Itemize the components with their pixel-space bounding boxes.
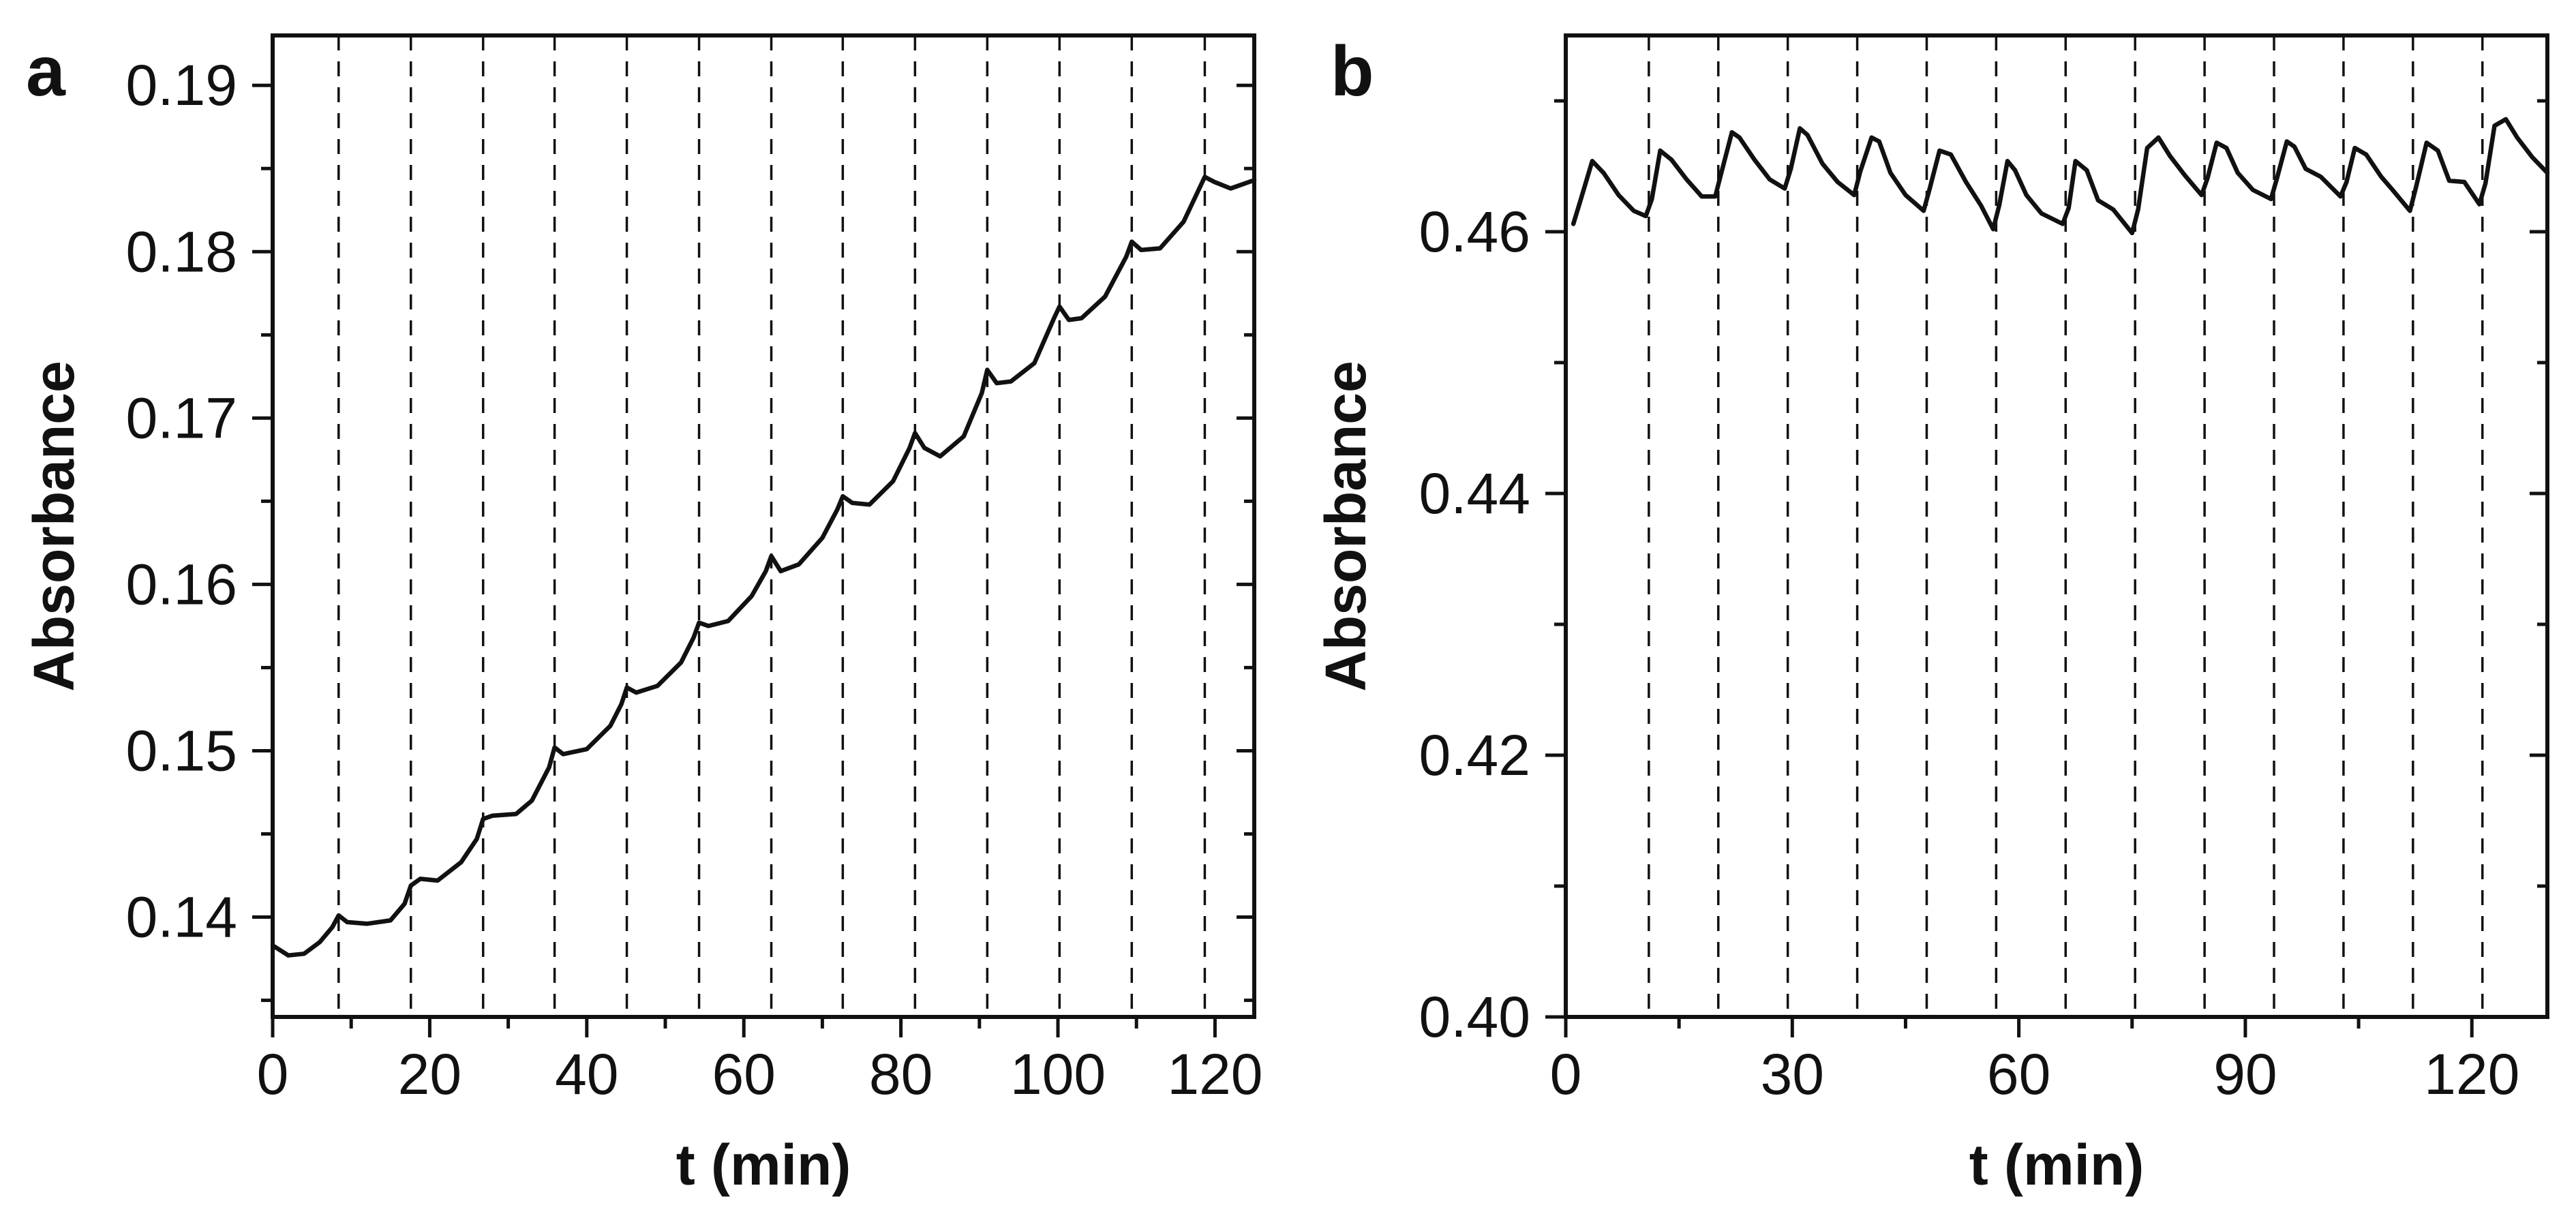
x-tick-label: 0 <box>1550 1042 1582 1106</box>
y-tick-label: 0.44 <box>1419 461 1531 526</box>
x-tick-label: 90 <box>2213 1042 2277 1106</box>
x-tick-label: 120 <box>1167 1042 1262 1106</box>
y-tick-label: 0.40 <box>1419 985 1531 1049</box>
x-tick-label: 0 <box>257 1042 289 1106</box>
y-tick-label: 0.18 <box>126 219 238 284</box>
panel-a-ticks <box>252 83 1254 1037</box>
x-tick-label: 20 <box>398 1042 461 1106</box>
x-tick-label: 120 <box>2424 1042 2519 1106</box>
panel-b-tick-labels: 0 30 60 90 120 0.40 0.42 0.44 0.46 <box>1419 200 2520 1106</box>
x-tick-label: 100 <box>1010 1042 1106 1106</box>
x-tick-label: 30 <box>1761 1042 1824 1106</box>
panel-b-letter: b <box>1331 32 1374 111</box>
panel-b-plot-frame <box>1564 33 2549 1019</box>
x-tick-label: 80 <box>869 1042 933 1106</box>
panel-a-tick-labels: 0 20 40 60 80 100 120 0.14 0.15 0.16 0.17 0.18 0.19 <box>126 53 1263 1106</box>
panel-b-ticks <box>1545 99 2547 1037</box>
chart-panel-b: b 0 30 60 90 120 0.40 0.42 0.44 0.46 t (min) Abs… <box>1314 32 2550 1197</box>
chart-panel-a: a 0 20 40 60 80 100 120 0.14 0.15 0.16 0.17 0.18 0.1… <box>22 32 1262 1197</box>
x-tick-label: 40 <box>555 1042 618 1106</box>
panel-a-y-axis-title: Absorbance <box>22 361 86 691</box>
panel-a-dashed-lines <box>337 35 1207 1017</box>
panel-b-y-axis-title: Absorbance <box>1314 361 1378 691</box>
panel-a-x-axis-title: t (min) <box>676 1133 851 1197</box>
y-tick-label: 0.46 <box>1419 200 1531 264</box>
y-tick-label: 0.42 <box>1419 723 1531 787</box>
x-tick-label: 60 <box>712 1042 775 1106</box>
panel-a-plot-frame <box>271 33 1256 1019</box>
y-tick-label: 0.16 <box>126 552 238 616</box>
panel-a-letter: a <box>26 32 66 111</box>
panel-b-x-axis-title: t (min) <box>1969 1133 2145 1197</box>
y-tick-label: 0.17 <box>126 386 238 450</box>
y-tick-label: 0.15 <box>126 718 238 782</box>
panel-b-series-line <box>1571 117 2550 236</box>
y-tick-label: 0.19 <box>126 53 238 117</box>
x-tick-label: 60 <box>1987 1042 2050 1106</box>
panel-a-series-line <box>270 174 1257 958</box>
y-tick-label: 0.14 <box>126 885 238 949</box>
